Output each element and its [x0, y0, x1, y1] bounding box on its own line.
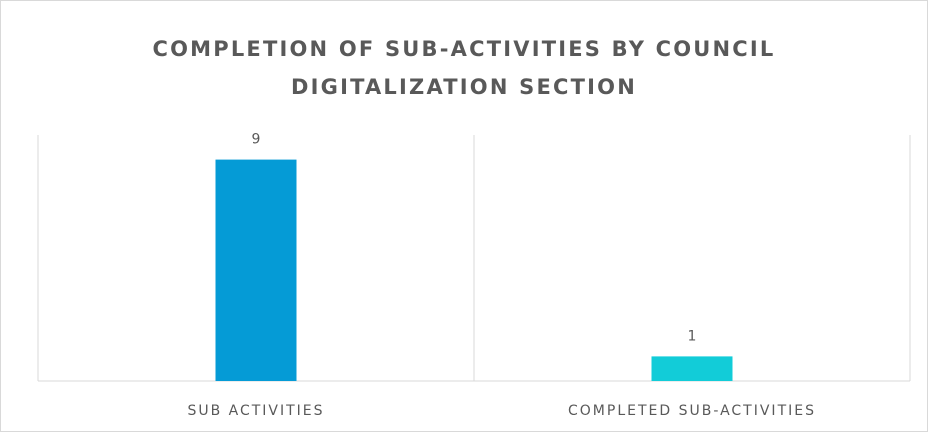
value-label: 9: [252, 132, 261, 148]
chart-title: COMPLETION OF SUB-ACTIVITIES BY COUNCIL …: [152, 37, 776, 99]
value-label: 1: [688, 328, 697, 344]
x-tick-label: SUB ACTIVITIES: [187, 403, 324, 419]
bar: [215, 159, 297, 381]
bar: [651, 356, 733, 381]
x-tick-label: COMPLETED SUB-ACTIVITIES: [568, 403, 816, 419]
